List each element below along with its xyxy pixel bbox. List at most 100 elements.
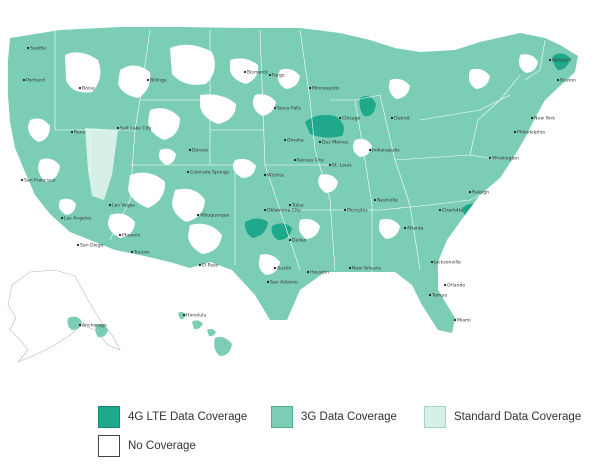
- city-label: Houston: [310, 270, 329, 276]
- city-dot: [338, 116, 342, 120]
- city-dot: [108, 203, 112, 207]
- city-dot: [443, 283, 447, 287]
- city-dot: [273, 106, 277, 110]
- city-dot: [318, 140, 322, 144]
- legend-label-standard: Standard Data Coverage: [454, 411, 582, 423]
- city-dot: [60, 216, 64, 220]
- legend-label-lte: 4G LTE Data Coverage: [128, 411, 248, 423]
- city-dot: [26, 46, 30, 50]
- city-dot: [288, 238, 292, 242]
- city-label: Dallas: [292, 238, 307, 244]
- lte-swatch: [98, 406, 120, 428]
- no-coverage-swatch: [98, 435, 120, 457]
- city-label: San Francisco: [24, 178, 56, 184]
- city-label: Memphis: [347, 208, 368, 214]
- city-label: Minneapolis: [312, 86, 340, 92]
- city-dot: [488, 156, 492, 160]
- city-dot: [438, 208, 442, 212]
- city-label: Salt Lake City: [120, 126, 152, 132]
- city-dot: [263, 208, 267, 212]
- city-dot: [146, 78, 150, 82]
- legend-item-none: No Coverage: [98, 435, 196, 457]
- city-dot: [268, 73, 272, 77]
- city-dot: [468, 190, 472, 194]
- city-markers: Seattle Portland Boise Salt Lake City Reno Sa…: [20, 46, 576, 329]
- legend-item-lte: 4G LTE Data Coverage: [98, 406, 247, 428]
- city-label: Fargo: [272, 73, 285, 79]
- city-dot: [76, 243, 80, 247]
- legend-label-none: No Coverage: [128, 440, 196, 452]
- city-label: Honolulu: [186, 313, 206, 319]
- city-dot: [283, 138, 287, 142]
- city-dot: [430, 260, 434, 264]
- legend-item-standard: Standard Data Coverage: [424, 406, 581, 428]
- city-dot: [196, 213, 200, 217]
- city-dot: [70, 130, 74, 134]
- hawaii-islands: [178, 311, 232, 356]
- city-dot: [266, 280, 270, 284]
- city-label: Los Angeles: [64, 216, 92, 222]
- city-label: Colorado Springs: [190, 170, 230, 176]
- city-label: Las Vegas: [112, 203, 136, 209]
- city-label: Portland: [552, 58, 571, 64]
- city-dot: [348, 266, 352, 270]
- lte-coverage-areas: [244, 53, 570, 240]
- city-dot: [368, 148, 372, 152]
- city-label: Austin: [277, 266, 292, 272]
- city-label: New York: [534, 116, 555, 122]
- city-label: Kansas City: [297, 158, 324, 164]
- city-label: Oklahoma City: [267, 208, 301, 214]
- city-label: Denver: [192, 148, 209, 154]
- city-label: Boise: [82, 86, 95, 92]
- city-label: Chicago: [342, 116, 361, 122]
- city-dot: [328, 163, 332, 167]
- alaska-outline: [7, 269, 121, 363]
- city-label: Miami: [457, 318, 471, 324]
- city-dot: [78, 86, 82, 90]
- city-label: Reno: [74, 130, 86, 136]
- city-dot: [513, 130, 517, 134]
- city-label: Tucson: [133, 250, 150, 256]
- city-label: San Diego: [80, 243, 104, 249]
- city-dot: [20, 178, 24, 182]
- city-dot: [548, 58, 552, 62]
- city-dot: [263, 173, 267, 177]
- city-label: Washington: [492, 156, 519, 162]
- city-label: Sioux Falls: [277, 106, 302, 112]
- city-label: Bismarck: [247, 70, 268, 76]
- city-label: Raleigh: [472, 190, 489, 196]
- city-dot: [556, 78, 560, 82]
- legend-label-3g: 3G Data Coverage: [301, 411, 397, 423]
- city-dot: [243, 70, 247, 74]
- city-dot: [373, 198, 377, 202]
- city-dot: [186, 170, 190, 174]
- city-label: San Antonio: [270, 280, 298, 286]
- city-label: Billings: [150, 78, 167, 84]
- city-dot: [273, 266, 277, 270]
- city-label: Atlanta: [407, 226, 424, 232]
- city-dot: [22, 78, 26, 82]
- city-dot: [182, 313, 186, 317]
- city-dot: [130, 250, 134, 254]
- city-label: Charlotte: [442, 208, 464, 214]
- city-label: Tampa: [431, 293, 447, 299]
- city-label: Seattle: [30, 46, 46, 52]
- city-label: Phoenix: [122, 233, 141, 239]
- city-label: Portland: [26, 78, 45, 84]
- city-dot: [308, 86, 312, 90]
- city-label: Anchorage: [82, 323, 107, 329]
- city-dot: [293, 158, 297, 162]
- city-label: Nashville: [377, 198, 398, 204]
- standard-coverage-area: [85, 128, 118, 200]
- city-label: Indianapolis: [372, 148, 400, 154]
- city-label: Tulsa: [291, 203, 304, 209]
- city-label: Boston: [560, 78, 576, 84]
- city-label: El Paso: [202, 263, 218, 269]
- city-label: Detroit: [394, 116, 410, 122]
- three-g-swatch: [271, 406, 293, 428]
- city-dot: [198, 263, 202, 267]
- legend: 4G LTE Data Coverage 3G Data Coverage St…: [0, 400, 600, 471]
- city-dot: [453, 318, 457, 322]
- city-dot: [343, 208, 347, 212]
- city-dot: [428, 293, 432, 297]
